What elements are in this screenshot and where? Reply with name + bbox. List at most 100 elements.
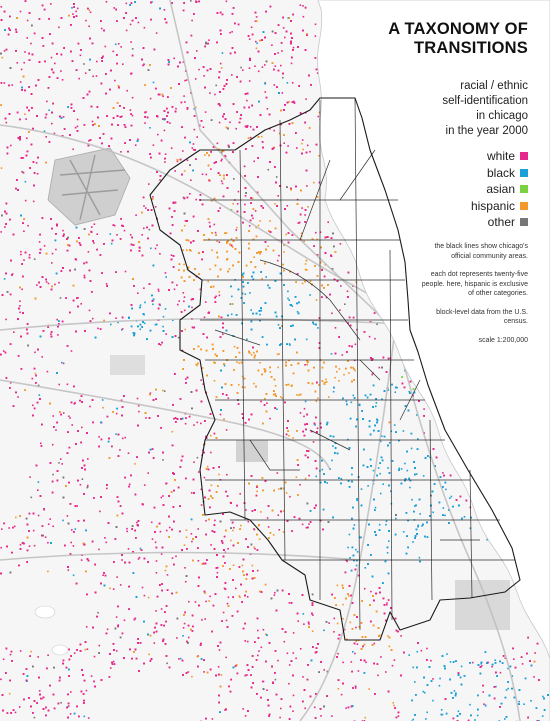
population-dot: [83, 715, 86, 718]
population-dot: [232, 246, 234, 248]
population-dot: [249, 292, 251, 294]
population-dot: [4, 226, 6, 228]
population-dot: [141, 586, 144, 589]
population-dot: [110, 242, 113, 245]
population-dot: [162, 495, 164, 497]
population-dot: [453, 690, 456, 692]
population-dot: [2, 350, 5, 352]
population-dot: [23, 259, 25, 261]
population-dot: [134, 617, 137, 620]
population-dot: [244, 293, 247, 295]
population-dot: [155, 610, 157, 612]
population-dot: [385, 523, 387, 526]
population-dot: [54, 62, 56, 65]
population-dot: [240, 524, 242, 527]
population-dot: [244, 715, 247, 717]
population-dot: [106, 487, 108, 490]
population-dot: [313, 323, 315, 325]
population-dot: [269, 417, 271, 420]
population-dot: [241, 564, 244, 567]
population-dot: [316, 72, 319, 74]
population-dot: [67, 569, 70, 571]
population-dot: [204, 618, 206, 620]
population-dot: [288, 343, 291, 345]
population-dot: [213, 223, 216, 226]
population-dot: [222, 333, 224, 336]
population-dot: [243, 165, 246, 168]
population-dot: [282, 76, 284, 79]
population-dot: [128, 483, 131, 486]
population-dot: [300, 232, 303, 235]
population-dot: [109, 667, 112, 669]
population-dot: [325, 378, 327, 381]
population-dot: [230, 238, 233, 240]
population-dot: [70, 350, 73, 352]
population-dot: [48, 109, 50, 111]
population-dot: [277, 52, 279, 54]
population-dot: [292, 694, 295, 697]
population-dot: [184, 79, 186, 82]
population-dot: [184, 567, 186, 569]
population-dot: [278, 132, 281, 135]
population-dot: [292, 710, 294, 712]
population-dot: [426, 647, 428, 650]
population-dot: [354, 369, 356, 372]
population-dot: [376, 419, 379, 422]
population-dot: [183, 263, 185, 266]
population-dot: [216, 240, 218, 242]
population-dot: [254, 65, 256, 67]
population-dot: [170, 147, 173, 149]
population-dot: [99, 510, 101, 513]
population-dot: [521, 663, 524, 665]
population-dot: [432, 511, 434, 514]
population-dot: [231, 31, 233, 33]
population-dot: [432, 699, 434, 702]
population-dot: [336, 371, 338, 373]
population-dot: [356, 499, 358, 502]
population-dot: [37, 489, 39, 491]
population-dot: [139, 328, 142, 331]
population-dot: [307, 206, 309, 208]
population-dot: [238, 383, 240, 386]
population-dot: [171, 430, 174, 433]
population-dot: [387, 635, 389, 637]
population-dot: [160, 608, 163, 610]
population-dot: [163, 129, 166, 132]
population-dot: [402, 430, 405, 432]
population-dot: [303, 240, 305, 243]
population-dot: [58, 281, 60, 284]
population-dot: [302, 613, 305, 615]
population-dot: [214, 231, 217, 234]
population-dot: [221, 150, 223, 153]
population-dot: [292, 437, 294, 439]
population-dot: [58, 462, 60, 464]
population-dot: [315, 231, 317, 234]
population-dot: [71, 424, 73, 426]
population-dot: [109, 587, 111, 590]
population-dot: [196, 364, 198, 367]
population-dot: [282, 531, 285, 533]
population-dot: [124, 436, 126, 439]
population-dot: [123, 619, 126, 622]
population-dot: [321, 468, 324, 471]
population-dot: [271, 44, 273, 46]
population-dot: [344, 303, 346, 305]
population-dot: [122, 63, 124, 65]
population-dot: [35, 162, 38, 164]
population-dot: [277, 659, 279, 662]
population-dot: [267, 245, 269, 247]
population-dot: [185, 378, 187, 380]
population-dot: [60, 70, 62, 72]
population-dot: [469, 527, 472, 529]
population-dot: [148, 183, 150, 185]
population-dot: [279, 716, 281, 719]
population-dot: [230, 539, 232, 542]
population-dot: [332, 390, 335, 393]
population-dot: [313, 706, 316, 709]
population-dot: [306, 144, 309, 147]
population-dot: [347, 438, 349, 441]
population-dot: [250, 354, 253, 356]
population-dot: [204, 154, 206, 156]
population-dot: [186, 108, 189, 110]
